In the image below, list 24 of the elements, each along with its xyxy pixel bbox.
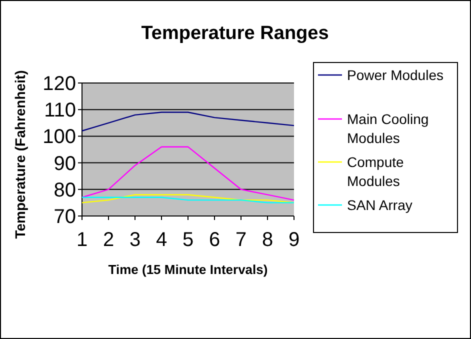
x-tick-label: 9	[288, 229, 300, 251]
y-axis-title: Temperature (Fahrenheit)	[12, 70, 28, 239]
x-axis-title: Time (15 Minute Intervals)	[108, 262, 268, 277]
y-tick-label: 70	[54, 206, 76, 228]
y-tick-label: 90	[54, 152, 76, 175]
x-tick-label: 7	[235, 229, 247, 251]
y-tick-label: 110	[44, 100, 76, 122]
line-series	[81, 146, 295, 201]
x-tick-label: 5	[182, 229, 194, 251]
legend-label: Main Cooling Modules	[347, 111, 429, 146]
y-tick-label: 100	[42, 126, 76, 148]
x-tick-label: 4	[156, 229, 168, 251]
x-tick-label: 1	[76, 229, 88, 251]
y-tick-label: 80	[54, 179, 76, 202]
line-series	[81, 112, 295, 132]
x-tick-label: 2	[102, 229, 114, 251]
y-tick-label: 120	[42, 73, 76, 95]
legend-label: Compute Modules	[347, 154, 404, 189]
x-tick-label: 6	[208, 229, 220, 251]
chart-title: Temperature Ranges	[141, 23, 329, 44]
x-tick-label: 3	[129, 229, 141, 251]
x-tick-label: 8	[262, 229, 274, 251]
legend-label: SAN Array	[347, 197, 412, 213]
legend-label: Power Modules	[347, 67, 444, 83]
